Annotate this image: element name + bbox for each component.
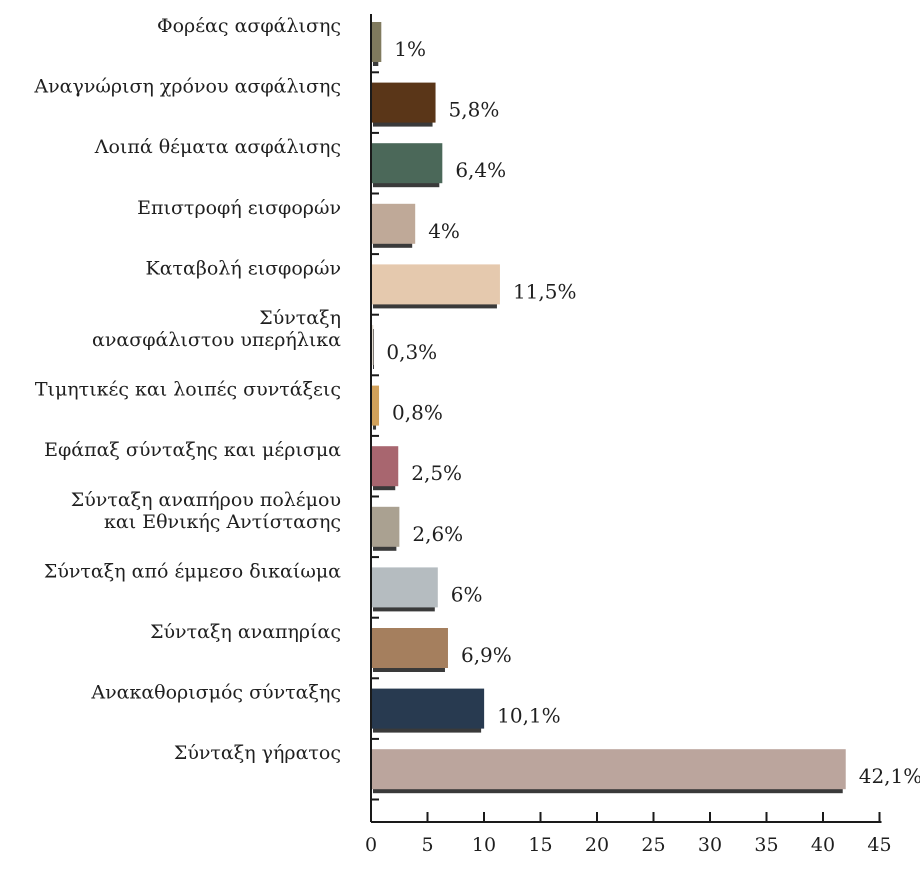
bar [370, 22, 382, 62]
value-label: 5,8% [449, 98, 500, 122]
category-label: Εφάπαξ σύνταξης και μέρισμα [44, 439, 341, 461]
category-label-line: ανασφάλιστου υπερήλικα [92, 329, 341, 351]
x-tick-label: 40 [811, 834, 835, 856]
bar [370, 446, 399, 487]
category-label-line: Σύνταξη αναπήρου πολέμου [71, 489, 341, 511]
x-tick-label: 5 [421, 834, 433, 856]
value-label: 10,1% [497, 704, 561, 728]
bar [370, 385, 380, 426]
category-label: Σύνταξη αναπήρου πολέμου και Εθνικής Αντί… [71, 489, 341, 533]
value-label: 11,5% [513, 279, 577, 303]
value-label: 42,1% [859, 764, 920, 788]
category-label: Φορέας ασφάλισης [157, 15, 341, 37]
value-label: 6,4% [455, 158, 506, 182]
bar [370, 506, 400, 547]
bar [370, 567, 438, 608]
category-label: Επιστροφή εισφορών [137, 197, 341, 219]
bar [370, 143, 443, 184]
category-label-line: Αναγνώριση χρόνου ασφάλισης [33, 76, 341, 98]
x-tick-label: 45 [867, 834, 891, 856]
category-label-line: και Εθνικής Αντίστασης [104, 511, 341, 533]
category-label-line: Εφάπαξ σύνταξης και μέρισμα [44, 439, 341, 461]
category-label-line: Λοιπά θέματα ασφάλισης [94, 136, 341, 158]
category-label: Σύνταξη ανασφάλιστου υπερήλικα [92, 307, 341, 351]
bar [370, 688, 485, 729]
category-label-line: Σύνταξη γήρατος [174, 742, 341, 764]
x-tick-label: 25 [641, 834, 665, 856]
category-label: Αναγνώριση χρόνου ασφάλισης [33, 76, 341, 98]
bar [370, 628, 448, 668]
bar [370, 203, 416, 244]
category-label: Σύνταξη γήρατος [174, 742, 341, 764]
category-label: Σύνταξη από έμμεσο δικαίωμα [44, 560, 341, 582]
bar [370, 264, 500, 305]
category-label-line: Καταβολή εισφορών [146, 257, 341, 279]
bar [370, 749, 846, 790]
category-label-line: Σύνταξη [259, 307, 341, 329]
category-label: Ανακαθορισμός σύνταξης [90, 682, 341, 704]
category-label-line: Τιμητικές και λοιπές συντάξεις [35, 379, 341, 401]
category-label-line: Επιστροφή εισφορών [137, 197, 341, 219]
value-label: 6% [451, 582, 483, 606]
category-label: Σύνταξη αναπηρίας [150, 621, 341, 643]
category-label: Λοιπά θέματα ασφάλισης [94, 136, 341, 158]
value-label: 4% [428, 219, 460, 243]
x-tick-label: 30 [698, 834, 722, 856]
category-label: Καταβολή εισφορών [146, 257, 341, 279]
value-label: 0,8% [392, 401, 443, 425]
x-tick-label: 15 [528, 834, 552, 856]
bar [370, 82, 436, 123]
axis-layer: 0 5 10 15 20 25 30 35 40 45 [365, 14, 892, 856]
category-label: Τιμητικές και λοιπές συντάξεις [35, 379, 341, 401]
x-tick-label: 35 [754, 834, 778, 856]
category-label-line: Σύνταξη αναπηρίας [150, 621, 341, 643]
category-label-line: Ανακαθορισμός σύνταξης [90, 682, 341, 704]
value-label: 6,9% [461, 643, 512, 667]
category-label-line: Φορέας ασφάλισης [157, 15, 341, 37]
value-label: 1% [394, 37, 426, 61]
x-tick-label: 0 [365, 834, 377, 856]
bar-shadow [373, 329, 374, 369]
x-tick-label: 10 [472, 834, 496, 856]
value-label: 2,6% [412, 522, 463, 546]
x-tick-label: 20 [585, 834, 609, 856]
value-label: 0,3% [386, 340, 437, 364]
labels-layer: 1% Φορέας ασφάλισης 5,8% Αναγνώριση χρόνου … [33, 15, 920, 788]
value-label: 2,5% [411, 461, 462, 485]
bars-layer [370, 22, 846, 794]
category-label-line: Σύνταξη από έμμεσο δικαίωμα [44, 560, 341, 582]
